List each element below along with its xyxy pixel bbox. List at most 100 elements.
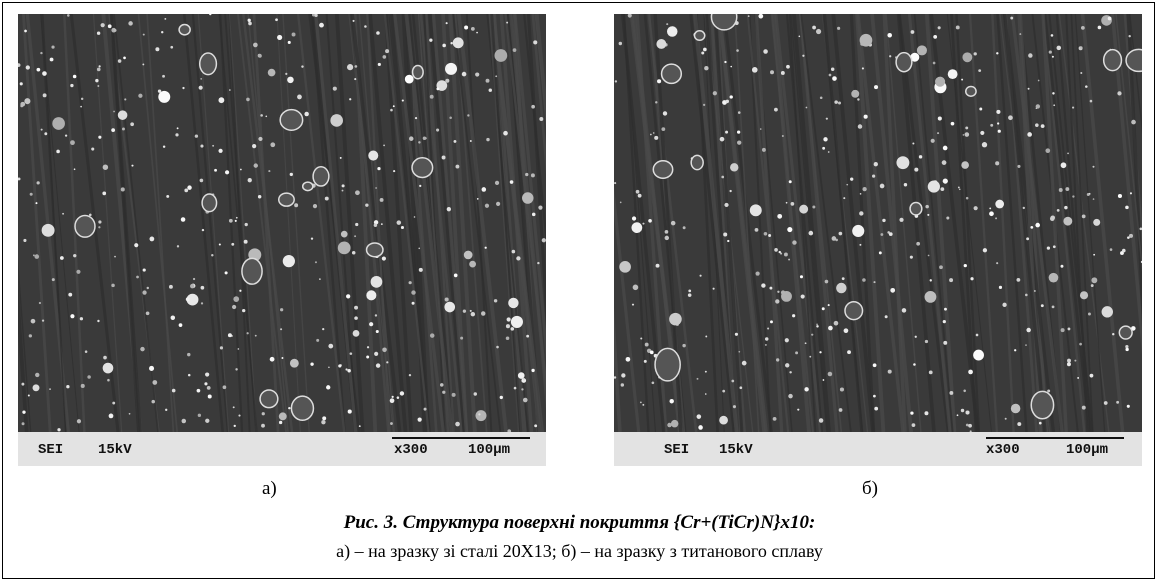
- particle: [294, 203, 299, 208]
- particle: [455, 421, 460, 427]
- particle: [911, 423, 916, 428]
- particle: [862, 278, 866, 282]
- particle: [958, 188, 961, 191]
- info-bar: SEI 15kV x300 100µm: [614, 432, 1142, 466]
- particle: [36, 181, 40, 185]
- particle: [775, 299, 780, 304]
- particle: [1038, 421, 1042, 425]
- particle: [910, 30, 915, 34]
- particle: [704, 65, 709, 71]
- streak: [856, 14, 905, 432]
- particle: [59, 256, 64, 260]
- particle: [652, 132, 655, 134]
- particle: [475, 72, 480, 77]
- particle: [117, 59, 122, 63]
- droplet: [964, 85, 977, 97]
- particle: [989, 207, 992, 210]
- particle: [365, 203, 369, 207]
- particle: [187, 352, 191, 357]
- particle: [775, 358, 780, 362]
- particle: [328, 366, 330, 369]
- particle: [494, 180, 500, 185]
- particle: [166, 194, 170, 198]
- particle: [436, 128, 440, 132]
- particle: [955, 25, 960, 30]
- particle: [995, 199, 1005, 209]
- particle: [337, 241, 351, 255]
- particle: [509, 180, 514, 184]
- particle: [268, 170, 271, 173]
- particle: [657, 79, 662, 84]
- particle: [783, 252, 788, 257]
- particle: [1048, 50, 1052, 54]
- streak: [1041, 14, 1068, 432]
- particle: [164, 17, 167, 20]
- particle: [280, 308, 284, 312]
- streak: [991, 14, 1015, 432]
- particle: [513, 386, 517, 390]
- particle: [200, 285, 205, 290]
- particle: [198, 85, 203, 90]
- particle: [784, 338, 789, 343]
- particle: [874, 85, 879, 90]
- particle: [961, 78, 964, 81]
- particle: [280, 328, 283, 331]
- particle: [375, 187, 377, 189]
- particle: [496, 345, 499, 349]
- particle: [349, 98, 352, 101]
- particle: [1022, 206, 1025, 210]
- particle: [382, 55, 387, 59]
- particle: [1101, 306, 1113, 318]
- particle: [233, 424, 236, 428]
- particle: [924, 290, 937, 303]
- streak: [242, 14, 294, 432]
- particle: [140, 346, 145, 352]
- particle: [40, 51, 43, 55]
- particle: [839, 387, 845, 392]
- particle: [1092, 198, 1095, 200]
- particle: [924, 411, 929, 416]
- streak: [924, 14, 957, 432]
- particle: [68, 292, 73, 297]
- particle: [467, 114, 470, 117]
- particle: [142, 63, 145, 66]
- particle: [1074, 359, 1077, 362]
- particle: [541, 238, 546, 243]
- particle: [158, 90, 171, 103]
- particle: [505, 324, 510, 329]
- particle: [655, 263, 660, 268]
- particle: [937, 132, 940, 135]
- particle: [949, 278, 954, 283]
- particle: [155, 47, 160, 52]
- particle: [96, 31, 101, 35]
- particle: [417, 417, 422, 422]
- particle: [499, 395, 503, 400]
- particle: [503, 130, 508, 136]
- mode: SEI: [38, 442, 64, 458]
- streak: [734, 14, 760, 432]
- particle: [843, 197, 846, 200]
- streak: [849, 14, 876, 432]
- particle: [206, 385, 211, 390]
- particle: [429, 94, 434, 99]
- particle: [321, 420, 326, 425]
- streak: [996, 14, 1028, 432]
- particle: [859, 211, 864, 216]
- particle: [151, 399, 155, 404]
- particle: [816, 323, 818, 326]
- particle: [961, 161, 969, 169]
- particle: [639, 401, 642, 404]
- particle: [98, 226, 101, 229]
- streak: [1110, 14, 1142, 355]
- particle: [942, 178, 948, 184]
- particle: [464, 25, 469, 30]
- particle: [200, 144, 204, 148]
- particle: [207, 394, 212, 399]
- particle: [741, 360, 747, 366]
- particle: [91, 147, 95, 151]
- scale-line: [392, 437, 530, 439]
- particle: [124, 98, 127, 101]
- particle: [841, 277, 845, 281]
- particle: [168, 284, 173, 289]
- particle: [149, 365, 155, 371]
